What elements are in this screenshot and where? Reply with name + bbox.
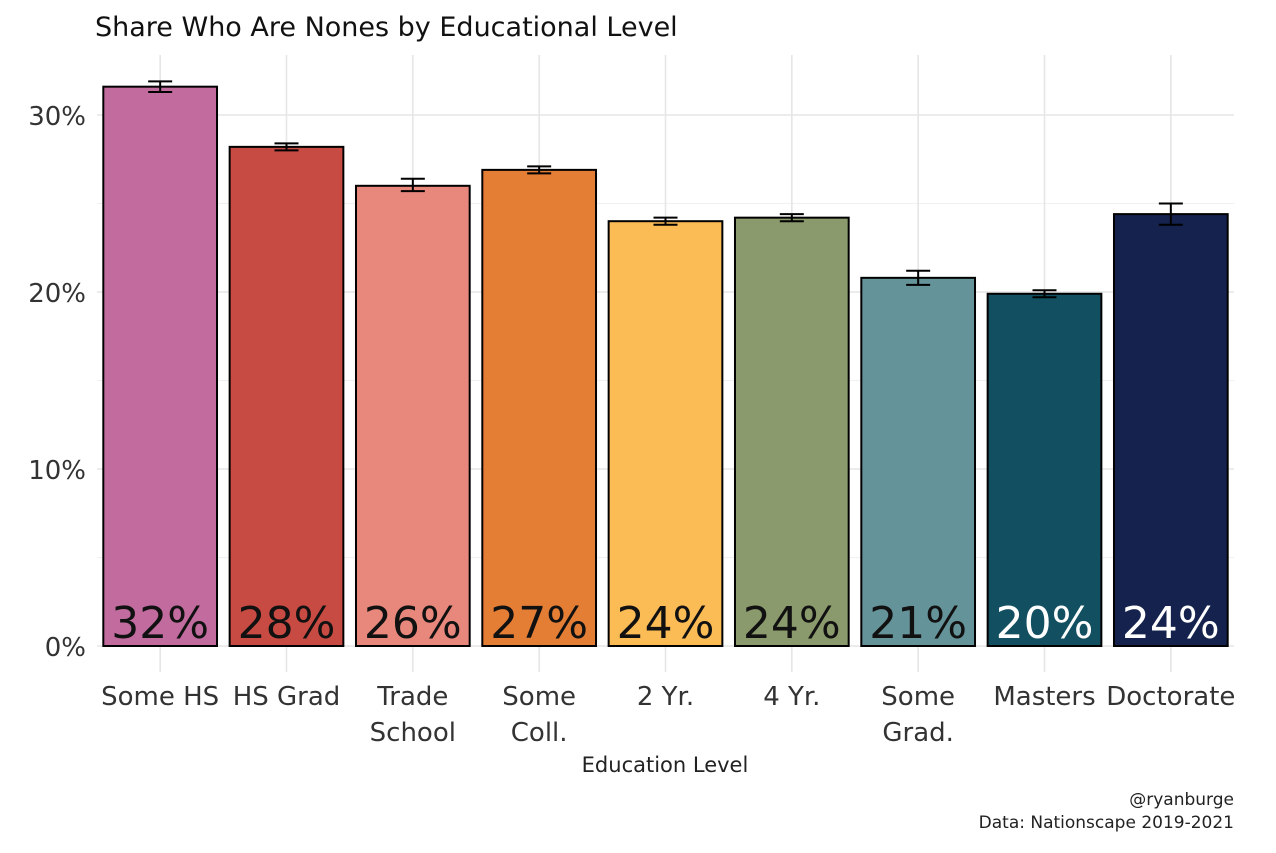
error-bar <box>1158 202 1183 226</box>
y-tick-label: 30% <box>28 102 86 132</box>
bar <box>1112 213 1229 647</box>
error-bar <box>779 213 804 223</box>
x-axis-tick-labels: Some HS HS Grad Trade School Some Coll. 2 Yr. 4… <box>101 682 1235 748</box>
bar <box>354 184 471 648</box>
bar <box>481 168 598 647</box>
caption-source: Data: Nationscape 2019-2021 <box>979 813 1234 833</box>
bar-value-label: 24% <box>743 598 841 649</box>
error-bar <box>1032 289 1057 299</box>
x-tick-label: School <box>370 718 456 748</box>
x-tick-label: Some <box>881 682 955 712</box>
error-bar <box>653 216 678 226</box>
error-bar <box>148 80 173 93</box>
x-tick-label: Grad. <box>882 718 954 748</box>
bar <box>228 145 345 648</box>
x-tick-label: 2 Yr. <box>637 682 694 712</box>
y-tick-label: 0% <box>45 633 86 663</box>
bar-value-label: 28% <box>238 598 336 649</box>
error-bars <box>148 80 1183 299</box>
bar-value-label: 21% <box>869 598 967 649</box>
bar <box>860 276 977 647</box>
error-bar <box>274 142 299 152</box>
chart-title: Share Who Are Nones by Educational Level <box>95 12 678 43</box>
y-axis-tick-labels: 0% 10% 20% 30% <box>28 102 86 663</box>
x-tick-label: Masters <box>993 682 1095 712</box>
error-bar <box>527 165 552 175</box>
y-tick-label: 20% <box>28 279 86 309</box>
caption-handle: @ryanburge <box>1129 790 1234 810</box>
bar <box>102 85 219 648</box>
x-tick-label: Coll. <box>511 718 568 748</box>
x-tick-label: 4 Yr. <box>763 682 820 712</box>
bar-value-label: 26% <box>364 598 462 649</box>
bar <box>986 292 1103 647</box>
bar <box>733 216 850 647</box>
bar-value-labels: 32% 28% 26% 27% 24% 24% 21% 20% 24% <box>111 598 1219 649</box>
x-tick-label: HS Grad <box>233 682 341 712</box>
bar <box>607 220 724 647</box>
bar-value-label: 32% <box>111 598 209 649</box>
x-axis-title: Education Level <box>582 753 749 777</box>
error-bar <box>906 269 931 286</box>
bar-value-label: 27% <box>490 598 588 649</box>
x-tick-label: Some HS <box>101 682 219 712</box>
bar-value-label: 24% <box>617 598 715 649</box>
bar-value-label: 24% <box>1122 598 1220 649</box>
x-tick-label: Some <box>502 682 576 712</box>
bar-value-label: 20% <box>996 598 1094 649</box>
x-tick-label: Trade <box>376 682 448 712</box>
bars <box>102 85 1229 648</box>
error-bar <box>400 177 425 193</box>
x-tick-label: Doctorate <box>1106 682 1235 712</box>
y-tick-label: 10% <box>28 456 86 486</box>
